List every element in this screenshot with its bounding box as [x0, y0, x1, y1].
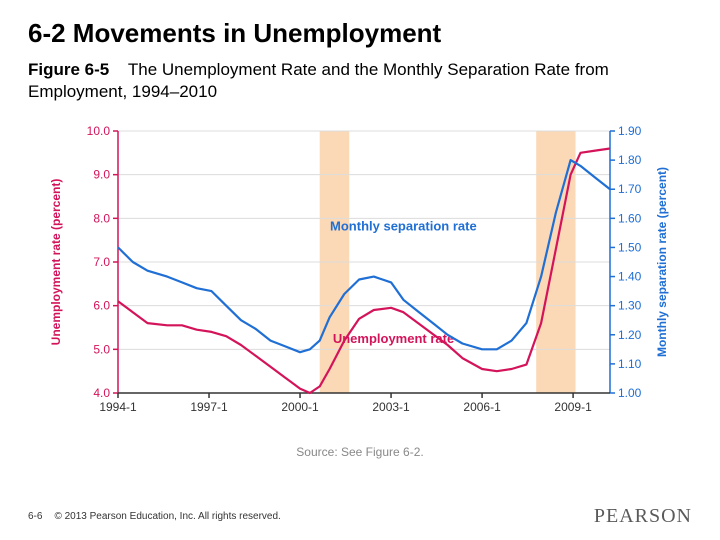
y-left-tick-label: 4.0 [93, 386, 110, 400]
y-right-tick-label: 1.70 [618, 182, 642, 196]
figure-caption: Figure 6-5 The Unemployment Rate and the… [28, 59, 692, 103]
y-left-tick-label: 10.0 [87, 124, 111, 138]
y-right-tick-label: 1.90 [618, 124, 642, 138]
y-left-tick-label: 6.0 [93, 299, 110, 313]
y-left-tick-label: 9.0 [93, 168, 110, 182]
chart-container: 4.0 5.0 6.0 7.0 8.0 9.0 10.0 1.00 1.10 1.20 1.30 1.… [40, 117, 680, 437]
series-label: Monthly separation rate [330, 219, 477, 234]
x-tick-label: 2003-1 [372, 400, 410, 414]
y-right-tick-label: 1.40 [618, 270, 642, 284]
series-label: Unemployment rate [333, 331, 454, 346]
y-left-tick-label: 5.0 [93, 343, 110, 357]
y-right-tick-label: 1.50 [618, 241, 642, 255]
x-tick-label: 2006-1 [463, 400, 501, 414]
footer: 6-6 © 2013 Pearson Education, Inc. All r… [28, 505, 692, 528]
pearson-logo: PEARSON [594, 505, 692, 528]
page-title: 6-2 Movements in Unemployment [28, 18, 692, 49]
copyright-text: © 2013 Pearson Education, Inc. All right… [54, 511, 280, 522]
x-tick-label: 1994-1 [99, 400, 137, 414]
y-right-tick-label: 1.00 [618, 386, 642, 400]
source-text: Source: See Figure 6-2. [28, 445, 692, 459]
y-right-axis-label: Monthly separation rate (percent) [655, 167, 669, 357]
figure-number: Figure 6-5 [28, 60, 109, 79]
page-number: 6-6 [28, 511, 42, 522]
y-right-tick-label: 1.20 [618, 328, 642, 342]
x-tick-label: 2000-1 [281, 400, 319, 414]
y-left-tick-label: 7.0 [93, 255, 110, 269]
y-right-tick-label: 1.60 [618, 212, 642, 226]
x-tick-label: 2009-1 [554, 400, 592, 414]
x-tick-label: 1997-1 [190, 400, 228, 414]
y-right-tick-label: 1.80 [618, 153, 642, 167]
line-chart: 4.0 5.0 6.0 7.0 8.0 9.0 10.0 1.00 1.10 1.20 1.30 1.… [40, 117, 680, 437]
y-right-tick-label: 1.10 [618, 357, 642, 371]
y-left-tick-label: 8.0 [93, 212, 110, 226]
y-left-axis-label: Unemployment rate (percent) [49, 179, 63, 346]
y-right-tick-label: 1.30 [618, 299, 642, 313]
